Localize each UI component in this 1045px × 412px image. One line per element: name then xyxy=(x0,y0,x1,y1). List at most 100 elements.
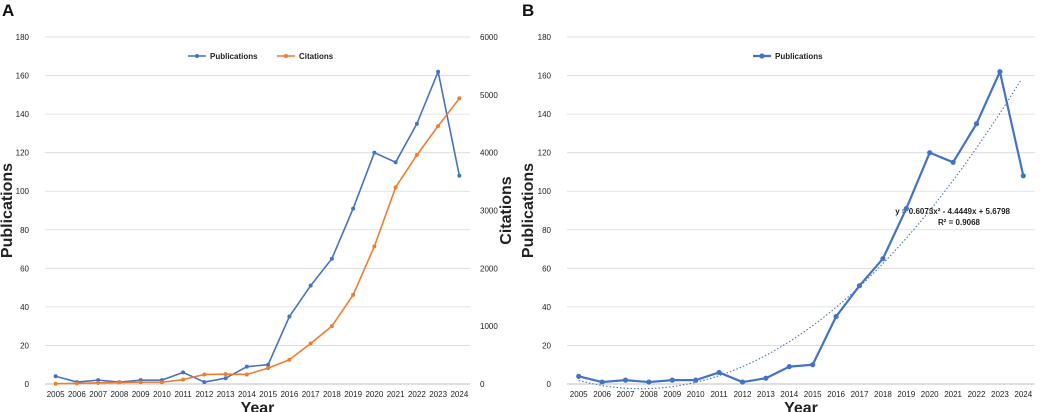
y2-tick-label: 1000 xyxy=(480,322,498,331)
data-point-publications xyxy=(669,377,675,383)
x-tick-label: 2014 xyxy=(780,390,798,399)
x-tick-label: 2017 xyxy=(851,390,869,399)
data-point-publications xyxy=(244,364,249,369)
y2-tick-label: 0 xyxy=(480,380,485,389)
data-point-publications xyxy=(856,283,863,289)
data-point-publications xyxy=(372,150,377,155)
y2-tick-label: 6000 xyxy=(480,33,498,42)
data-point-citations xyxy=(96,380,101,385)
x-tick-label: 2009 xyxy=(663,390,681,399)
y-tick-label: 160 xyxy=(16,72,30,81)
data-point-publications xyxy=(973,121,980,127)
x-tick-label: 2021 xyxy=(387,390,405,399)
x-tick-label: 2011 xyxy=(710,390,728,399)
data-point-citations xyxy=(436,124,441,129)
y2-tick-label: 3000 xyxy=(480,207,498,216)
y-axis-title: Publications xyxy=(0,163,16,258)
data-point-citations xyxy=(266,366,271,371)
x-tick-label: 2005 xyxy=(570,390,588,399)
x-tick-label: 2006 xyxy=(68,390,86,399)
y-tick-label: 180 xyxy=(538,33,552,42)
y-tick-label: 40 xyxy=(542,303,551,312)
x-tick-label: 2016 xyxy=(827,390,845,399)
x-tick-label: 2010 xyxy=(687,390,705,399)
x-tick-label: 2022 xyxy=(408,390,426,399)
data-point-publications xyxy=(1020,173,1026,179)
y-tick-label: 180 xyxy=(16,33,30,42)
data-point-publications xyxy=(329,256,334,261)
data-point-citations xyxy=(53,381,58,386)
x-tick-label: 2013 xyxy=(217,390,235,399)
x-tick-label: 2008 xyxy=(110,390,128,399)
x-tick-label: 2008 xyxy=(640,390,658,399)
y2-tick-label: 5000 xyxy=(480,91,498,100)
data-point-publications xyxy=(223,376,228,381)
data-point-publications xyxy=(576,373,582,379)
data-point-citations xyxy=(181,377,186,382)
legend-label-publications: Publications xyxy=(210,52,258,61)
y-tick-label: 0 xyxy=(547,380,552,389)
data-point-publications xyxy=(599,379,605,385)
y-tick-label: 80 xyxy=(20,226,29,235)
y-tick-label: 120 xyxy=(538,149,552,158)
x-tick-label: 2006 xyxy=(593,390,611,399)
data-point-citations xyxy=(138,380,143,385)
data-point-publications xyxy=(622,377,629,383)
y2-tick-label: 4000 xyxy=(480,149,498,158)
chart-panel-b: B 0 20 40 60 80 100 120 140 160 180 2005 2006 2007 200… xyxy=(520,1,1035,412)
y2-axis-title: Citations xyxy=(498,176,515,245)
x-tick-label: 2022 xyxy=(968,390,986,399)
data-point-publications xyxy=(833,313,839,320)
y-tick-label: 80 xyxy=(542,226,551,235)
legend-label-publications: Publications xyxy=(775,52,823,61)
x-tick-label: 2017 xyxy=(302,390,320,399)
legend-marker-publications xyxy=(195,54,199,58)
y-tick-label: 140 xyxy=(16,110,30,119)
y-tick-label: 20 xyxy=(542,341,551,350)
x-tick-label: 2009 xyxy=(132,390,150,399)
data-point-publications xyxy=(810,362,816,368)
y-tick-label: 20 xyxy=(20,341,29,350)
x-tick-label: 2015 xyxy=(804,390,822,399)
legend-label-citations: Citations xyxy=(299,52,334,61)
x-tick-label: 2023 xyxy=(991,390,1009,399)
x-tick-label: 2019 xyxy=(344,390,362,399)
data-point-citations xyxy=(159,380,164,385)
y-tick-label: 60 xyxy=(542,264,551,273)
x-tick-label: 2011 xyxy=(175,390,193,399)
x-axis-title: Year xyxy=(784,400,818,412)
chart-panel-a: A 0 20 40 60 80 100 120 140 160 180 0 1000 2000 3000 40… xyxy=(0,1,515,412)
x-tick-label: 2024 xyxy=(450,390,468,399)
panel-label: B xyxy=(522,1,534,20)
data-point-citations xyxy=(117,380,122,385)
data-point-publications xyxy=(287,314,292,319)
x-tick-label: 2023 xyxy=(429,390,447,399)
trendline-r-squared: R² = 0.9068 xyxy=(938,218,981,227)
trendline-polynomial xyxy=(578,79,1022,390)
data-point-citations xyxy=(244,372,249,377)
x-tick-label: 2024 xyxy=(1014,390,1032,399)
trendline-equation: y = 0.6073x² - 4.4449x + 5.6798 xyxy=(895,207,1010,216)
data-point-publications xyxy=(903,205,909,212)
data-point-publications xyxy=(266,362,271,367)
data-point-publications xyxy=(693,377,699,383)
legend-marker-citations xyxy=(284,54,288,58)
data-point-citations xyxy=(372,244,377,249)
data-point-citations xyxy=(329,324,334,329)
x-tick-label: 2007 xyxy=(89,390,107,399)
y-tick-label: 0 xyxy=(25,380,30,389)
data-point-citations xyxy=(74,381,79,386)
data-point-citations xyxy=(414,152,419,157)
data-point-citations xyxy=(308,341,313,346)
data-point-publications xyxy=(716,369,722,376)
data-point-publications xyxy=(950,159,956,165)
data-point-publications xyxy=(351,206,356,211)
data-point-publications xyxy=(436,69,441,74)
series-line-citations xyxy=(55,97,461,385)
x-tick-label: 2007 xyxy=(617,390,635,399)
y-tick-label: 60 xyxy=(20,264,29,273)
x-tick-label: 2014 xyxy=(238,390,256,399)
data-point-publications xyxy=(997,69,1003,75)
y-axis-title: Publications xyxy=(520,163,537,258)
y-tick-label: 140 xyxy=(538,110,552,119)
